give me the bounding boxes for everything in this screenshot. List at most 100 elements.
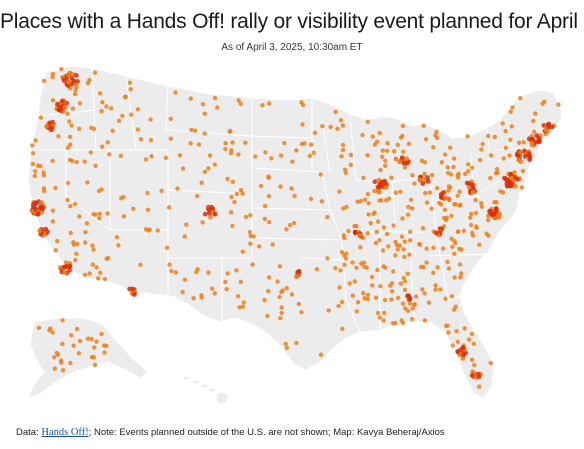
event-marker [267,101,272,106]
event-marker [284,285,289,291]
event-marker [401,149,406,154]
event-marker [340,142,346,148]
event-marker [443,217,449,223]
event-marker [425,179,431,184]
event-marker [455,229,460,234]
event-marker [533,111,538,116]
event-marker [247,230,253,235]
event-marker [337,285,342,290]
event-marker [431,145,436,150]
event-marker [59,358,64,363]
event-marker [266,275,272,280]
event-marker [121,194,126,200]
event-marker [311,150,316,155]
event-marker [98,270,103,275]
event-marker [68,360,73,366]
source-link[interactable]: Hands Off! [41,427,89,438]
event-marker [202,169,208,174]
event-marker [382,178,388,184]
event-marker [202,211,208,217]
event-marker [402,254,407,260]
event-marker [392,149,397,154]
event-marker [127,80,133,85]
event-marker [461,352,466,357]
event-marker [445,165,450,170]
event-marker [295,269,301,275]
event-marker [122,94,128,100]
event-marker [383,265,388,270]
event-marker [427,190,433,195]
event-marker [336,303,341,309]
event-marker [382,163,388,168]
event-marker [507,153,512,158]
state-border-line [251,237,343,241]
event-marker [398,135,404,140]
event-marker [451,164,456,170]
event-marker [199,180,204,185]
event-marker [382,297,388,303]
event-marker [434,129,439,135]
event-marker [236,98,241,103]
event-marker [206,270,211,275]
event-marker [453,202,458,207]
event-marker [225,176,230,182]
event-marker [236,152,241,157]
event-marker [383,158,388,164]
event-marker [223,146,228,152]
event-marker [180,289,185,295]
event-marker [105,211,110,216]
event-marker [90,243,95,248]
event-marker [138,137,144,142]
event-marker [225,271,230,276]
event-marker [365,192,371,197]
event-marker [188,141,193,146]
event-marker [395,142,400,147]
event-marker [412,181,417,186]
event-marker [248,213,253,218]
event-marker [228,210,234,215]
event-marker [173,90,178,95]
event-marker [116,118,122,124]
event-marker [149,154,154,159]
event-marker [501,156,506,161]
event-marker [443,296,448,301]
event-marker [433,230,439,236]
event-marker [131,292,137,297]
event-marker [442,195,448,201]
event-marker [314,267,320,272]
event-marker [459,247,464,252]
event-marker [65,145,71,150]
event-marker [492,215,498,221]
event-marker [400,123,406,129]
event-marker [44,124,49,129]
event-marker [413,294,419,299]
event-marker [71,343,76,348]
event-marker [443,152,448,157]
event-marker [339,299,345,305]
state-border-line [321,119,331,173]
event-marker [107,152,112,157]
event-marker [420,181,426,186]
event-marker [520,168,526,174]
event-marker [91,212,96,217]
event-marker [371,211,376,217]
alaska-shape [27,317,149,399]
event-marker [60,98,65,104]
event-marker [180,166,186,171]
event-marker [479,201,484,206]
event-marker [449,213,454,218]
state-border-line [429,253,491,257]
event-marker [62,104,68,110]
event-marker [121,214,127,219]
event-marker [381,318,386,323]
event-marker [508,109,513,115]
event-marker [243,214,249,220]
event-marker [33,200,39,206]
event-marker [463,171,468,177]
event-marker [71,240,76,245]
event-marker [267,220,272,225]
event-marker [294,340,299,346]
event-marker [90,262,96,267]
event-marker [85,80,91,86]
event-marker [457,203,462,208]
